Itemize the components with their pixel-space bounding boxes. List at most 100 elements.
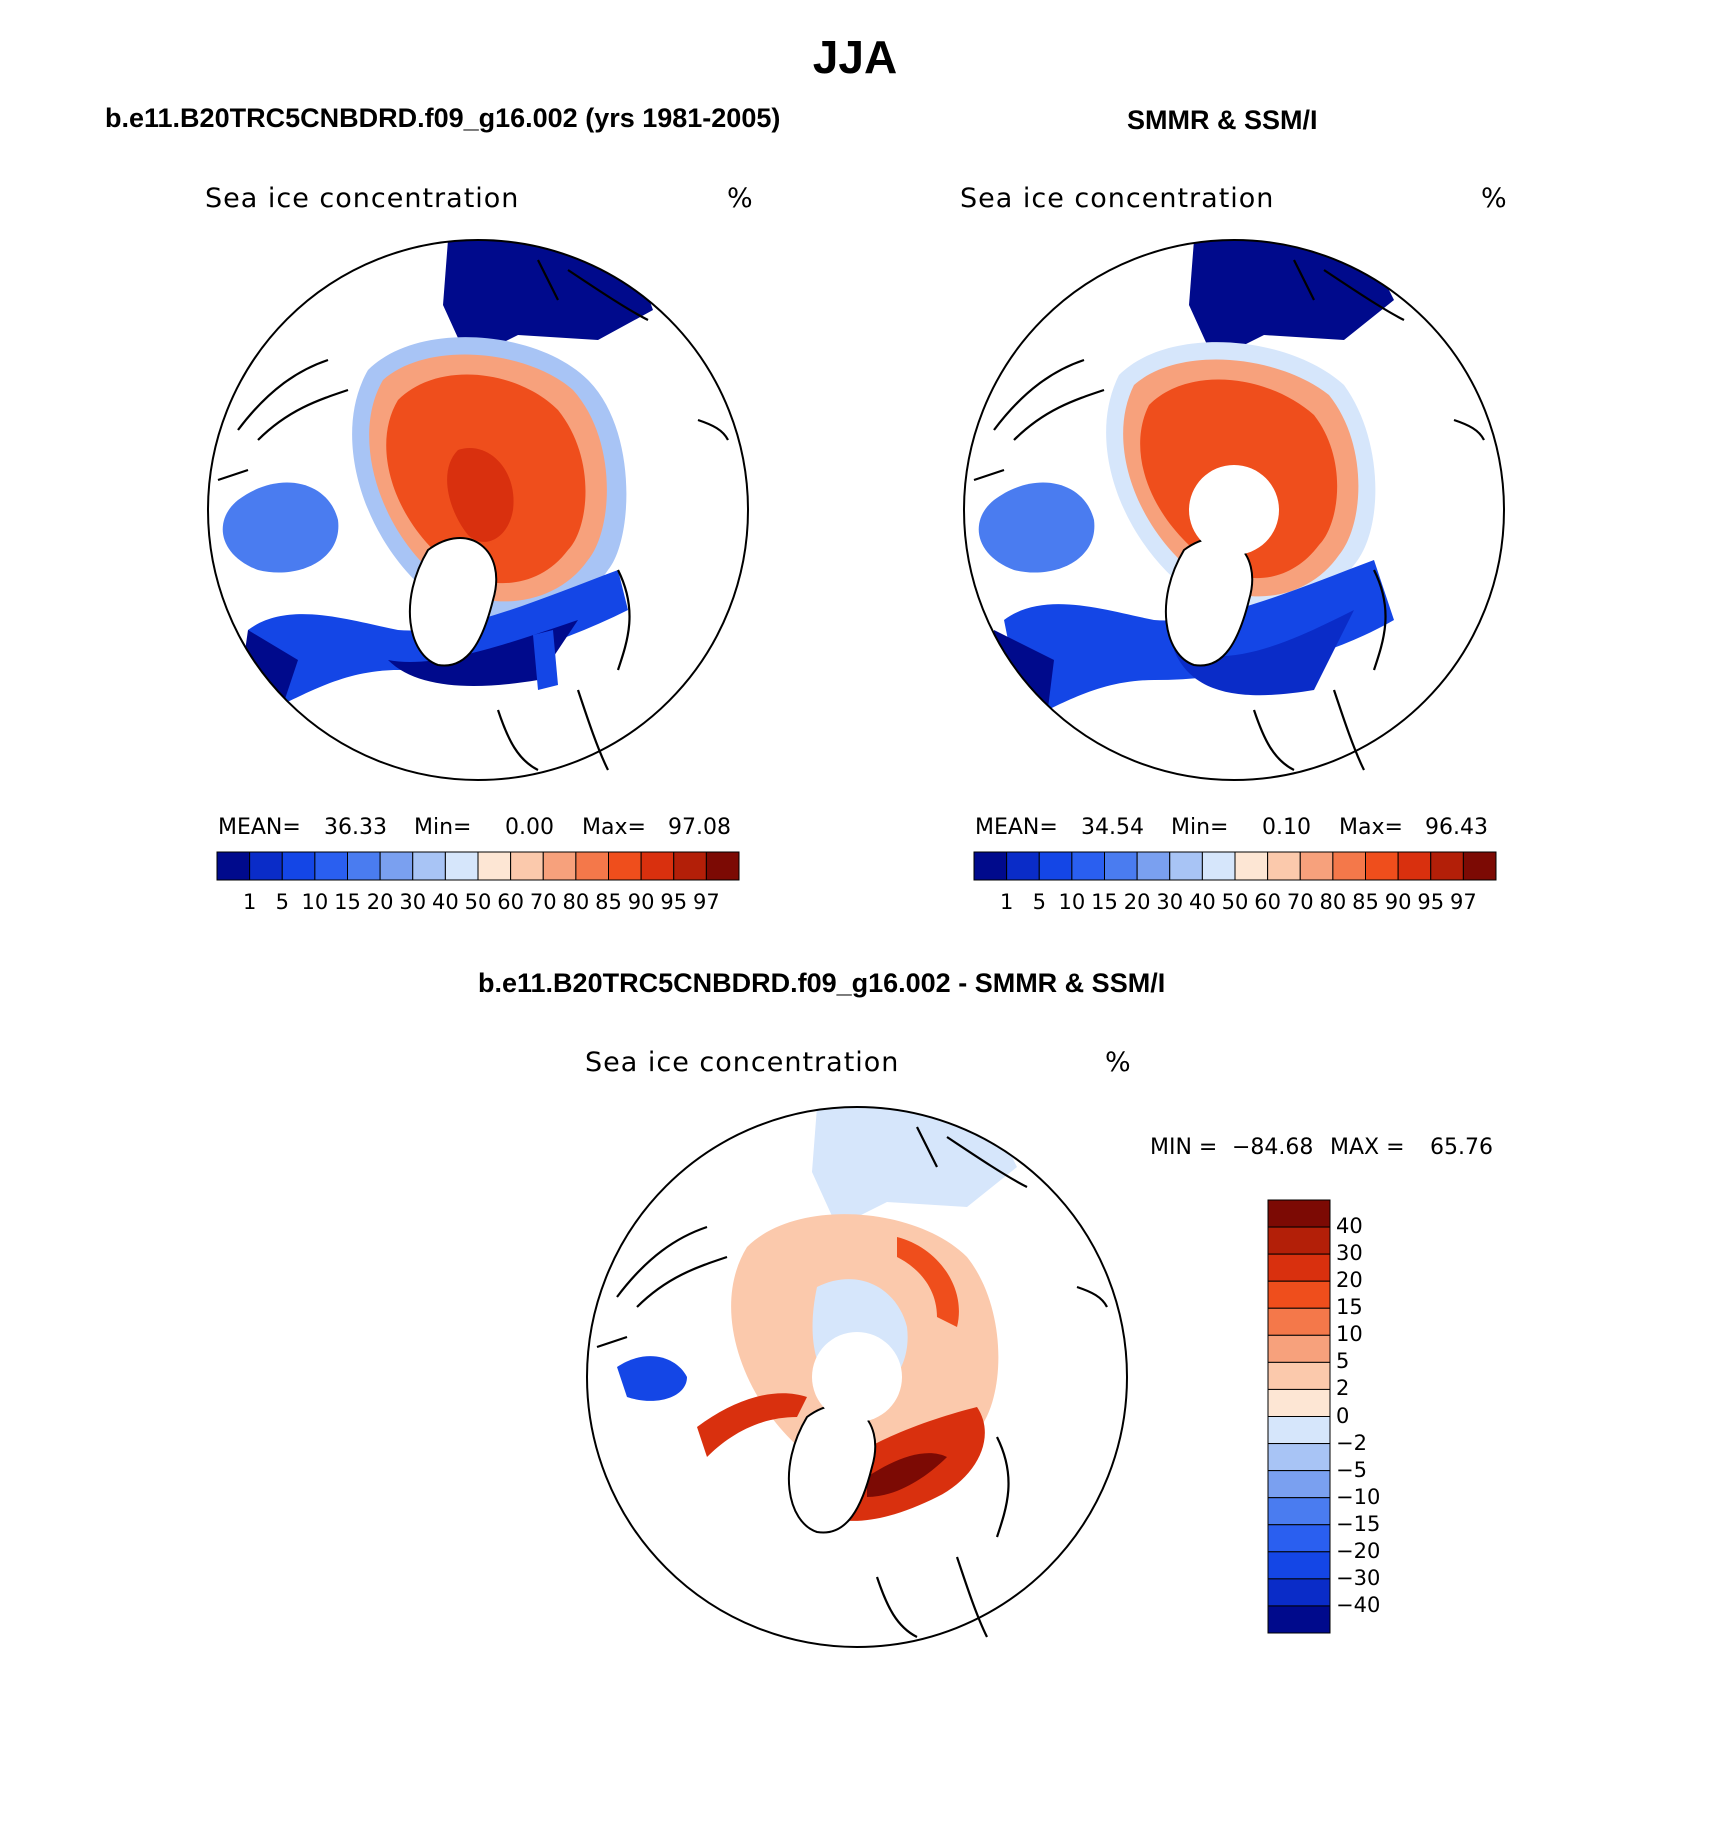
colorbar-model-tick-label: 85 <box>595 890 622 914</box>
colorbar-obs <box>973 851 1497 881</box>
colorbar-model <box>216 851 740 881</box>
colorbar-obs-swatch <box>1299 851 1334 881</box>
stat-max-label-model: Max= <box>582 815 646 840</box>
diff-max-value: 65.76 <box>1430 1135 1493 1160</box>
colorbar-diff-swatch <box>1267 1524 1331 1553</box>
diff-baffin <box>697 1393 807 1457</box>
colorbar-model-tick-label: 1 <box>242 890 257 914</box>
colorbar-model-tick-label: 90 <box>627 890 655 914</box>
colorbar-diff-swatch <box>1267 1307 1331 1336</box>
colorbar-model-tick-label: 5 <box>275 890 289 914</box>
map-boundary <box>207 239 749 781</box>
colorbar-diff-swatch <box>1267 1361 1331 1390</box>
polar-map-model <box>207 239 749 781</box>
colorbar-model-tick-label: 80 <box>562 890 590 914</box>
diff-min-value: −84.68 <box>1232 1135 1314 1160</box>
stat-max-label-obs: Max= <box>1339 815 1403 840</box>
colorbar-model-swatch <box>281 851 316 881</box>
variable-label-diff: Sea ice concentration <box>585 1047 900 1078</box>
colorbar-diff-tick-label: 30 <box>1336 1241 1363 1266</box>
colorbar-obs-swatch <box>1201 851 1236 881</box>
colorbar-model-swatch <box>347 851 381 881</box>
coast-siberia <box>1076 1285 1108 1308</box>
diff-max-label: MAX = <box>1330 1135 1405 1160</box>
coast-europe <box>1252 569 1387 771</box>
colorbar-model-tick-label: 97 <box>693 890 720 914</box>
colorbar-diff-swatch <box>1267 1226 1331 1255</box>
colorbar-obs-tick-label: 30 <box>1156 890 1184 914</box>
diff-siberian-high <box>897 1237 959 1327</box>
colorbar-model-swatch <box>510 851 544 881</box>
unit-label-obs: % <box>1481 183 1507 214</box>
stat-min-label-obs: Min= <box>1171 815 1229 840</box>
colorbar-model-swatch <box>249 851 283 881</box>
coast-canada <box>596 1225 728 1349</box>
stat-min-value-obs: 0.10 <box>1262 815 1311 840</box>
colorbar-obs-tick-label: 85 <box>1352 890 1379 914</box>
colorbar-diff-tick-label: 2 <box>1336 1376 1350 1401</box>
colorbar-model-swatch <box>314 851 348 881</box>
colorbar-obs-swatch <box>1104 851 1138 881</box>
ice-pack-max <box>447 448 514 542</box>
diff-hudson <box>617 1356 687 1401</box>
colorbar-ticks-diff: 40 30 20 15 10 5 2 0 −2 −5 −10 −15 −20 −30 −40 <box>1336 1200 1416 1633</box>
colorbar-diff-tick-label: −20 <box>1336 1538 1381 1563</box>
colorbar-model-tick-label: 40 <box>432 890 459 914</box>
coast-canada <box>217 358 349 482</box>
colorbar-obs-swatch <box>1397 851 1432 881</box>
colorbar-obs-tick-label: 5 <box>1032 890 1046 914</box>
coast-canada <box>973 358 1105 482</box>
colorbar-diff-tick-label: 40 <box>1336 1214 1363 1239</box>
stat-max-value-obs: 96.43 <box>1425 815 1488 840</box>
colorbar-diff-swatch <box>1267 1253 1331 1282</box>
colorbar-obs-tick-label: 50 <box>1221 890 1249 914</box>
diff-min-label: MIN = <box>1150 1135 1218 1160</box>
colorbar-obs-swatch <box>1169 851 1203 881</box>
colorbar-diff-swatch <box>1267 1605 1331 1634</box>
coast-alaska <box>916 1126 1028 1188</box>
variable-label-model: Sea ice concentration <box>205 183 520 214</box>
colorbar-diff-tick-label: −40 <box>1336 1592 1381 1617</box>
colorbar-diff-tick-label: −5 <box>1336 1457 1367 1482</box>
colorbar-obs-tick-label: 95 <box>1417 890 1445 914</box>
colorbar-diff-swatch <box>1267 1388 1331 1417</box>
colorbar-obs-tick-label: 20 <box>1123 890 1151 914</box>
colorbar-model-tick-label: 50 <box>464 890 492 914</box>
colorbar-diff-swatch <box>1267 1334 1331 1363</box>
colorbar-diff-swatch <box>1267 1280 1331 1309</box>
colorbar-obs-swatch <box>1462 851 1497 881</box>
colorbar-obs-swatch <box>1038 851 1073 881</box>
colorbar-obs-tick-label: 1 <box>999 890 1014 914</box>
map-boundary <box>586 1106 1128 1648</box>
colorbar-obs-swatch <box>1430 851 1464 881</box>
pole-hole <box>1189 465 1279 555</box>
colorbar-model-swatch <box>705 851 740 881</box>
colorbar-model-swatch <box>575 851 609 881</box>
colorbar-obs-swatch <box>1365 851 1399 881</box>
colorbar-diff-tick-label: 5 <box>1336 1349 1350 1374</box>
colorbar-obs-swatch <box>1267 851 1301 881</box>
colorbar-model-swatch <box>640 851 675 881</box>
panel-title-obs: SMMR & SSM/I <box>1127 105 1318 135</box>
colorbar-model-swatch <box>444 851 479 881</box>
coast-alaska <box>1293 259 1405 321</box>
ice-greenland-sea <box>1174 610 1354 696</box>
map-boundary <box>963 239 1505 781</box>
stat-max-value-model: 97.08 <box>668 815 731 840</box>
colorbar-model-swatch <box>673 851 707 881</box>
colorbar-diff-swatch <box>1267 1578 1331 1607</box>
stat-mean-model: MEAN= <box>218 815 301 840</box>
colorbar-obs-tick-label: 10 <box>1058 890 1086 914</box>
stat-min-value-model: 0.00 <box>505 815 554 840</box>
panel-title-model: b.e11.B20TRC5CNBDRD.f09_g16.002 (yrs 198… <box>105 103 781 133</box>
colorbar-obs-tick-label: 40 <box>1189 890 1216 914</box>
colorbar-diff-swatch <box>1267 1199 1331 1228</box>
colorbar-model-swatch <box>216 851 251 881</box>
colorbar-diff-tick-label: −15 <box>1336 1511 1381 1536</box>
colorbar-model-tick-label: 10 <box>301 890 329 914</box>
coast-siberia <box>697 418 729 441</box>
colorbar-diff-tick-label: 15 <box>1336 1295 1363 1320</box>
colorbar-obs-tick-label: 97 <box>1450 890 1477 914</box>
colorbar-obs-tick-label: 90 <box>1384 890 1412 914</box>
colorbar-model-swatch <box>412 851 446 881</box>
